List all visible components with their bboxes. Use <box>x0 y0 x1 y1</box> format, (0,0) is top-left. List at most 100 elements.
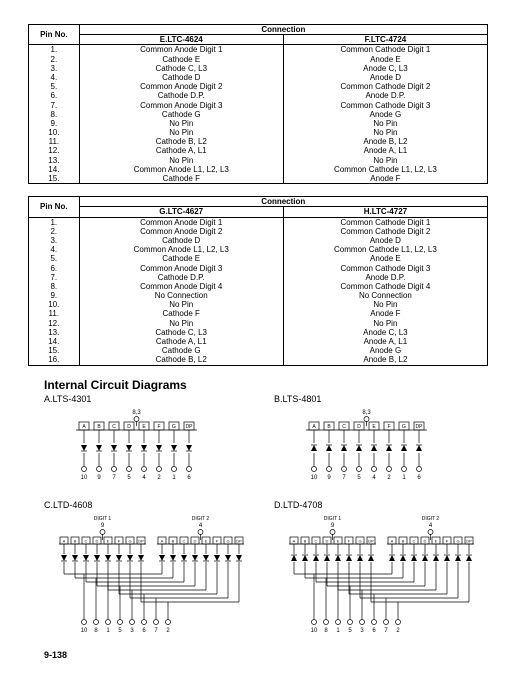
svg-text:4: 4 <box>429 523 433 529</box>
svg-text:A: A <box>293 538 296 543</box>
svg-text:3: 3 <box>130 628 134 634</box>
pin-cell: 9. <box>29 291 80 300</box>
svg-text:E: E <box>337 538 340 543</box>
pin-cell: 5. <box>29 254 80 263</box>
conn-cell: Common Anode L1, L2, L3 <box>79 245 283 254</box>
svg-text:F: F <box>216 538 219 543</box>
header-pin: Pin No. <box>29 197 80 217</box>
conn-cell: Common Anode Digit 3 <box>79 101 283 110</box>
svg-text:D: D <box>326 538 329 543</box>
conn-cell: Common Cathode L1, L2, L3 <box>283 245 487 254</box>
pin-cell: 6. <box>29 264 80 273</box>
pin-cell: 8. <box>29 110 80 119</box>
header-pin: Pin No. <box>29 25 80 45</box>
pin-cell: 13. <box>29 328 80 337</box>
pin-cell: 14. <box>29 165 80 174</box>
svg-text:2: 2 <box>396 628 400 634</box>
pin-cell: 1. <box>29 45 80 55</box>
conn-cell: Anode A, L1 <box>283 146 487 155</box>
svg-text:DP: DP <box>236 538 242 543</box>
svg-text:7: 7 <box>342 475 346 481</box>
svg-text:4: 4 <box>372 475 376 481</box>
svg-text:7: 7 <box>384 628 388 634</box>
svg-text:5: 5 <box>357 475 361 481</box>
pin-cell: 6. <box>29 91 80 100</box>
pin-cell: 8. <box>29 282 80 291</box>
conn-cell: Cathode F <box>79 174 283 184</box>
svg-text:C: C <box>342 424 346 430</box>
svg-text:G: G <box>226 538 229 543</box>
conn-cell: No Pin <box>79 156 283 165</box>
svg-text:DP: DP <box>186 424 194 430</box>
svg-text:2: 2 <box>387 475 391 481</box>
conn-cell: Anode E <box>283 55 487 64</box>
pin-cell: 10. <box>29 300 80 309</box>
svg-text:F: F <box>446 538 449 543</box>
svg-text:E: E <box>107 538 110 543</box>
svg-text:1: 1 <box>106 628 110 634</box>
conn-cell: Anode E <box>283 254 487 263</box>
svg-text:9: 9 <box>101 523 105 529</box>
conn-cell: Common Cathode Digit 4 <box>283 282 487 291</box>
svg-text:G: G <box>358 538 361 543</box>
svg-text:10: 10 <box>81 628 88 634</box>
svg-text:G: G <box>402 424 406 430</box>
header-conn: Connection <box>79 25 487 35</box>
svg-text:F: F <box>118 538 121 543</box>
conn-cell: Anode D <box>283 236 487 245</box>
svg-text:DIGIT 2: DIGIT 2 <box>422 516 440 522</box>
conn-cell: Common Anode Digit 1 <box>79 45 283 55</box>
page-number: 9-138 <box>44 650 492 660</box>
svg-text:10: 10 <box>81 475 88 481</box>
svg-text:5: 5 <box>348 628 352 634</box>
pin-cell: 1. <box>29 217 80 227</box>
svg-text:C: C <box>413 538 416 543</box>
svg-text:8,3: 8,3 <box>362 410 371 416</box>
conn-cell: No Pin <box>79 319 283 328</box>
conn-cell: Anode C, L3 <box>283 64 487 73</box>
svg-text:G: G <box>456 538 459 543</box>
pin-cell: 9. <box>29 119 80 128</box>
svg-text:DP: DP <box>466 538 472 543</box>
svg-text:B: B <box>327 424 331 430</box>
svg-text:10: 10 <box>311 628 318 634</box>
svg-text:1: 1 <box>172 475 176 481</box>
conn-cell: Common Cathode Digit 3 <box>283 101 487 110</box>
svg-text:D: D <box>194 538 197 543</box>
svg-text:DIGIT 2: DIGIT 2 <box>192 516 210 522</box>
conn-cell: Cathode D.P. <box>79 273 283 282</box>
pin-cell: 4. <box>29 73 80 82</box>
pin-cell: 11. <box>29 309 80 318</box>
svg-text:A: A <box>312 424 316 430</box>
pin-cell: 7. <box>29 101 80 110</box>
conn-cell: No Connection <box>283 291 487 300</box>
conn-cell: Cathode B, L2 <box>79 355 283 365</box>
pin-table-1: Pin No. Connection E.LTC-4624 F.LTC-4724… <box>28 24 488 184</box>
pin-cell: 3. <box>29 64 80 73</box>
svg-text:DIGIT 1: DIGIT 1 <box>94 516 112 522</box>
svg-text:DP: DP <box>416 424 424 430</box>
conn-cell: Cathode C, L3 <box>79 328 283 337</box>
conn-cell: No Pin <box>79 119 283 128</box>
pin-cell: 11. <box>29 137 80 146</box>
conn-cell: Common Cathode Digit 2 <box>283 82 487 91</box>
svg-text:G: G <box>128 538 131 543</box>
svg-text:4: 4 <box>199 523 203 529</box>
conn-cell: No Pin <box>283 119 487 128</box>
svg-text:F: F <box>348 538 351 543</box>
conn-cell: Cathode F <box>79 309 283 318</box>
conn-cell: Common Cathode Digit 1 <box>283 45 487 55</box>
svg-text:C: C <box>112 424 116 430</box>
conn-cell: Anode D.P. <box>283 273 487 282</box>
svg-text:8: 8 <box>324 628 328 634</box>
conn-cell: Cathode E <box>79 55 283 64</box>
pin-cell: 3. <box>29 236 80 245</box>
conn-cell: Anode G <box>283 346 487 355</box>
diagram-a-label: A.LTS-4301 <box>44 394 264 404</box>
pin-cell: 14. <box>29 337 80 346</box>
svg-text:C: C <box>183 538 186 543</box>
svg-text:C: C <box>85 538 88 543</box>
conn-cell: No Pin <box>283 156 487 165</box>
header-col-h: H.LTC-4727 <box>283 207 487 217</box>
pin-cell: 12. <box>29 319 80 328</box>
